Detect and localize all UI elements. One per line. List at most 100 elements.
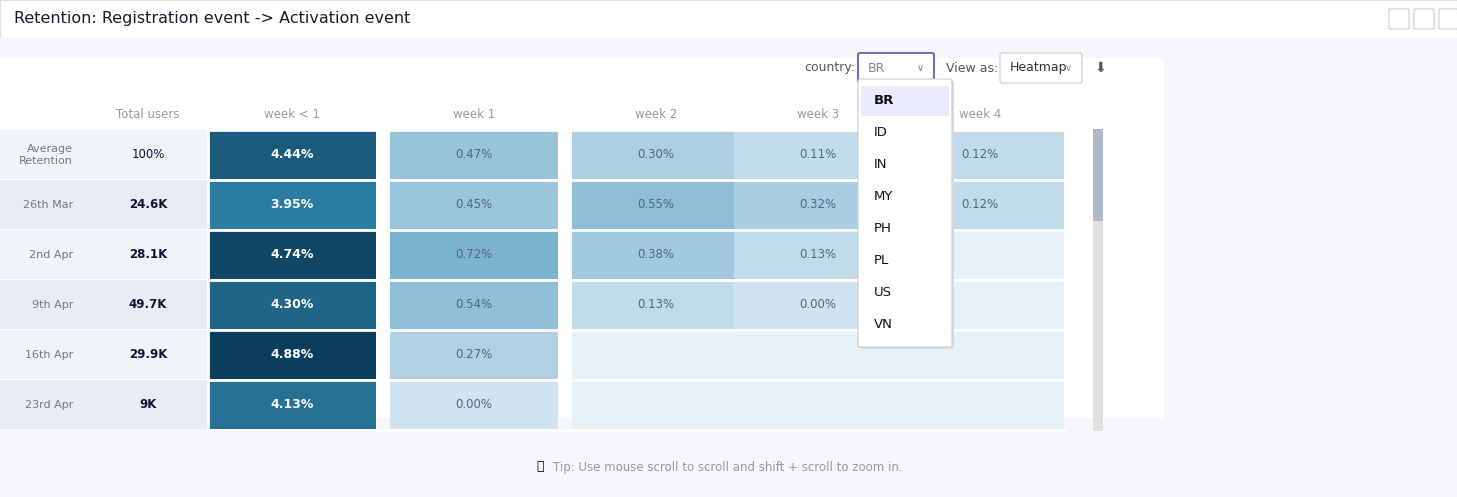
Text: week 4: week 4 bbox=[959, 107, 1001, 120]
Text: 4.30%: 4.30% bbox=[271, 299, 313, 312]
FancyBboxPatch shape bbox=[1093, 129, 1103, 431]
Text: 0.30%: 0.30% bbox=[638, 149, 675, 162]
FancyBboxPatch shape bbox=[734, 130, 902, 179]
Text: 0.27%: 0.27% bbox=[456, 348, 492, 361]
Text: ID: ID bbox=[874, 127, 887, 140]
FancyBboxPatch shape bbox=[1440, 9, 1457, 29]
FancyBboxPatch shape bbox=[0, 58, 1164, 418]
Text: 24.6K: 24.6K bbox=[128, 198, 168, 212]
FancyBboxPatch shape bbox=[0, 330, 208, 379]
Text: View as:: View as: bbox=[946, 62, 998, 75]
Text: 0.38%: 0.38% bbox=[638, 248, 675, 261]
Text: BR: BR bbox=[868, 62, 886, 75]
FancyBboxPatch shape bbox=[858, 53, 934, 83]
Text: 4.13%: 4.13% bbox=[271, 399, 313, 412]
FancyBboxPatch shape bbox=[573, 230, 740, 279]
FancyBboxPatch shape bbox=[896, 230, 1064, 279]
FancyBboxPatch shape bbox=[861, 86, 949, 116]
Text: PH: PH bbox=[874, 223, 892, 236]
FancyBboxPatch shape bbox=[896, 280, 1064, 329]
Text: 26th Mar: 26th Mar bbox=[23, 200, 73, 210]
FancyBboxPatch shape bbox=[1093, 129, 1103, 221]
Text: Retention: Registration event -> Activation event: Retention: Registration event -> Activat… bbox=[15, 11, 411, 26]
Text: 100%: 100% bbox=[131, 149, 165, 162]
Text: Tip: Use mouse scroll to scroll and shift + scroll to zoom in.: Tip: Use mouse scroll to scroll and shif… bbox=[554, 461, 903, 474]
FancyBboxPatch shape bbox=[0, 130, 208, 179]
FancyBboxPatch shape bbox=[858, 79, 951, 347]
FancyBboxPatch shape bbox=[208, 230, 376, 279]
FancyBboxPatch shape bbox=[1413, 9, 1434, 29]
Text: 9th Apr: 9th Apr bbox=[32, 300, 73, 310]
Text: 0.55%: 0.55% bbox=[638, 198, 675, 212]
Text: 0.13%: 0.13% bbox=[638, 299, 675, 312]
Text: US: US bbox=[874, 286, 892, 300]
FancyBboxPatch shape bbox=[896, 130, 1064, 179]
Text: MY: MY bbox=[874, 190, 893, 203]
FancyBboxPatch shape bbox=[208, 330, 376, 379]
Text: 0.32%: 0.32% bbox=[800, 198, 836, 212]
Text: 0.13%: 0.13% bbox=[800, 248, 836, 261]
Text: 49.7K: 49.7K bbox=[128, 299, 168, 312]
Text: PL: PL bbox=[874, 254, 889, 267]
Text: 23rd Apr: 23rd Apr bbox=[25, 400, 73, 410]
FancyBboxPatch shape bbox=[0, 0, 1457, 38]
FancyBboxPatch shape bbox=[1389, 9, 1409, 29]
FancyBboxPatch shape bbox=[573, 180, 740, 229]
Text: 16th Apr: 16th Apr bbox=[25, 350, 73, 360]
Text: country:: country: bbox=[804, 62, 855, 75]
FancyBboxPatch shape bbox=[896, 180, 1064, 229]
Text: VN: VN bbox=[874, 319, 893, 331]
FancyBboxPatch shape bbox=[734, 180, 902, 229]
FancyBboxPatch shape bbox=[573, 380, 740, 429]
Text: 2nd Apr: 2nd Apr bbox=[29, 250, 73, 260]
Text: 29.9K: 29.9K bbox=[128, 348, 168, 361]
FancyBboxPatch shape bbox=[860, 81, 954, 349]
FancyBboxPatch shape bbox=[1000, 53, 1083, 83]
FancyBboxPatch shape bbox=[390, 330, 558, 379]
FancyBboxPatch shape bbox=[734, 330, 902, 379]
FancyBboxPatch shape bbox=[734, 230, 902, 279]
FancyBboxPatch shape bbox=[573, 130, 740, 179]
Text: Average
Retention: Average Retention bbox=[19, 144, 73, 166]
FancyBboxPatch shape bbox=[573, 330, 740, 379]
FancyBboxPatch shape bbox=[390, 180, 558, 229]
FancyBboxPatch shape bbox=[208, 280, 376, 329]
FancyBboxPatch shape bbox=[0, 38, 1457, 497]
Text: 0.00%: 0.00% bbox=[456, 399, 492, 412]
Text: week 1: week 1 bbox=[453, 107, 495, 120]
Text: ∨: ∨ bbox=[916, 63, 924, 73]
Text: ∨: ∨ bbox=[1065, 63, 1072, 73]
FancyBboxPatch shape bbox=[0, 180, 208, 229]
Text: 0.54%: 0.54% bbox=[456, 299, 492, 312]
Text: 0.11%: 0.11% bbox=[800, 149, 836, 162]
Text: 0.47%: 0.47% bbox=[456, 149, 492, 162]
Text: 9K: 9K bbox=[140, 399, 157, 412]
FancyBboxPatch shape bbox=[573, 280, 740, 329]
FancyBboxPatch shape bbox=[0, 230, 208, 279]
FancyBboxPatch shape bbox=[208, 380, 376, 429]
Text: IN: IN bbox=[874, 159, 887, 171]
FancyBboxPatch shape bbox=[208, 180, 376, 229]
FancyBboxPatch shape bbox=[390, 230, 558, 279]
Text: 0.45%: 0.45% bbox=[456, 198, 492, 212]
Text: ⬇: ⬇ bbox=[1094, 61, 1106, 75]
Text: 28.1K: 28.1K bbox=[128, 248, 168, 261]
Text: Total users: Total users bbox=[117, 107, 179, 120]
Text: 0.12%: 0.12% bbox=[962, 149, 998, 162]
Text: 3.95%: 3.95% bbox=[271, 198, 313, 212]
FancyBboxPatch shape bbox=[734, 380, 902, 429]
Text: 0.00%: 0.00% bbox=[800, 299, 836, 312]
FancyBboxPatch shape bbox=[0, 380, 208, 429]
Text: BR: BR bbox=[874, 94, 895, 107]
FancyBboxPatch shape bbox=[0, 280, 208, 329]
FancyBboxPatch shape bbox=[734, 280, 902, 329]
FancyBboxPatch shape bbox=[390, 130, 558, 179]
Text: week 3: week 3 bbox=[797, 107, 839, 120]
FancyBboxPatch shape bbox=[390, 280, 558, 329]
Text: week < 1: week < 1 bbox=[264, 107, 321, 120]
Text: week 2: week 2 bbox=[635, 107, 678, 120]
Text: 💡: 💡 bbox=[536, 461, 543, 474]
FancyBboxPatch shape bbox=[208, 130, 376, 179]
FancyBboxPatch shape bbox=[896, 380, 1064, 429]
Text: 4.88%: 4.88% bbox=[271, 348, 313, 361]
